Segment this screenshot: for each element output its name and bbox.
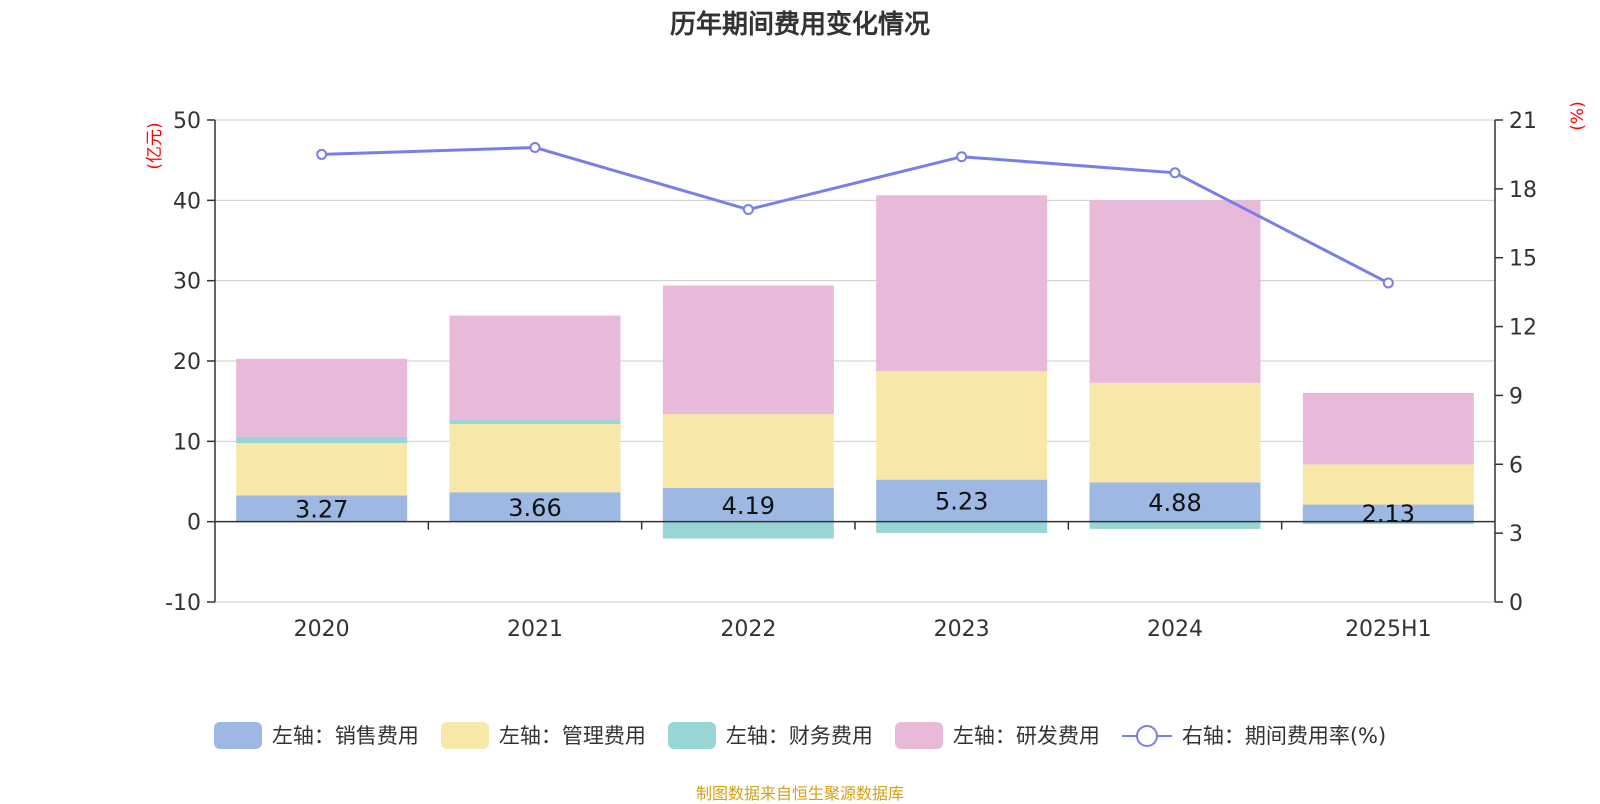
bar-segment-3 <box>449 419 621 424</box>
legend-label: 左轴：研发费用 <box>952 724 1100 748</box>
left-tick-label: 50 <box>173 109 201 134</box>
bar-segment-4 <box>449 315 621 420</box>
category-label: 2020 <box>294 617 350 642</box>
bar-segment-4 <box>662 285 834 415</box>
legend-swatch <box>440 721 489 749</box>
rate-point <box>1382 277 1394 289</box>
bar-segment-1 <box>662 488 834 522</box>
legend-item: 左轴：财务费用 <box>667 720 873 750</box>
bar-segment-2 <box>1089 382 1261 483</box>
right-tick-label: 15 <box>1509 247 1537 272</box>
rate-point <box>1169 167 1181 179</box>
bar-segment-3 <box>876 521 1048 533</box>
rate-line <box>321 146 1390 285</box>
left-tick-label: -10 <box>165 591 201 616</box>
data-label: 5.23 <box>935 488 988 516</box>
legend-label: 右轴：期间费用率(%) <box>1181 724 1387 748</box>
bar-segment-1 <box>1089 482 1261 522</box>
right-tick-label: 12 <box>1509 316 1537 341</box>
bar-segment-2 <box>236 443 408 496</box>
bar-segment-3 <box>236 436 408 444</box>
right-axis-label: (%) <box>1568 101 1588 130</box>
right-tick-label: 9 <box>1509 384 1523 409</box>
data-label: 2.13 <box>1362 500 1415 528</box>
left-tick-label: 20 <box>173 350 201 375</box>
right-tick-label: 18 <box>1509 178 1537 203</box>
bar-segment-1 <box>236 495 408 522</box>
legend-line-icon <box>1121 724 1172 747</box>
legend-swatch <box>213 721 262 749</box>
category-label: 2021 <box>507 617 563 642</box>
legend-item: 左轴：研发费用 <box>894 720 1100 750</box>
chart-title: 历年期间费用变化情况 <box>669 10 930 40</box>
bar-segment-4 <box>876 195 1048 372</box>
bar-segment-1 <box>1302 504 1474 522</box>
bar-segment-4 <box>236 358 408 437</box>
legend: 左轴：销售费用 左轴：管理费用 左轴：财务费用 左轴：研发费用 右轴：期间费用率(%) <box>0 720 1600 750</box>
legend-item: 左轴：销售费用 <box>213 720 419 750</box>
bar-segment-2 <box>876 371 1048 480</box>
legend-item: 左轴：管理费用 <box>440 720 646 750</box>
category-label: 2025H1 <box>1345 617 1432 642</box>
bar-segment-1 <box>876 479 1048 522</box>
left-tick-label: 10 <box>173 430 201 455</box>
bar-segment-1 <box>449 492 621 522</box>
legend-item: 右轴：期间费用率(%) <box>1121 720 1387 750</box>
legend-label: 左轴：销售费用 <box>271 724 419 748</box>
bar-segment-3 <box>662 521 834 539</box>
left-tick-label: 0 <box>187 511 201 536</box>
category-label: 2024 <box>1147 617 1203 642</box>
right-tick-label: 0 <box>1509 591 1523 616</box>
bar-segment-2 <box>1302 464 1474 505</box>
data-label: 3.27 <box>295 496 348 524</box>
data-label: 3.66 <box>508 494 561 522</box>
legend-label: 左轴：管理费用 <box>498 724 646 748</box>
category-label: 2023 <box>934 617 990 642</box>
legend-swatch <box>667 721 716 749</box>
bar-segment-2 <box>662 414 834 489</box>
bar-segment-2 <box>449 423 621 493</box>
left-tick-label: 40 <box>173 189 201 214</box>
left-tick-label: 30 <box>173 270 201 295</box>
legend-label: 左轴：财务费用 <box>725 724 873 748</box>
bar-segment-3 <box>1089 521 1261 529</box>
rate-point <box>316 148 328 160</box>
source-note: 制图数据来自恒生聚源数据库 <box>695 784 904 803</box>
legend-swatch <box>894 721 943 749</box>
right-tick-label: 6 <box>1509 453 1523 478</box>
bar-segment-4 <box>1089 200 1261 383</box>
rate-point <box>956 151 968 163</box>
bar-segment-3 <box>1302 521 1474 525</box>
rate-point <box>529 142 541 154</box>
data-label: 4.88 <box>1148 489 1201 517</box>
category-label: 2022 <box>720 617 776 642</box>
bar-segment-4 <box>1302 392 1474 465</box>
left-axis-label: (亿元) <box>145 122 165 169</box>
right-tick-label: 3 <box>1509 522 1523 547</box>
right-tick-label: 21 <box>1509 109 1537 134</box>
rate-point <box>742 204 754 216</box>
data-label: 4.19 <box>722 492 775 520</box>
